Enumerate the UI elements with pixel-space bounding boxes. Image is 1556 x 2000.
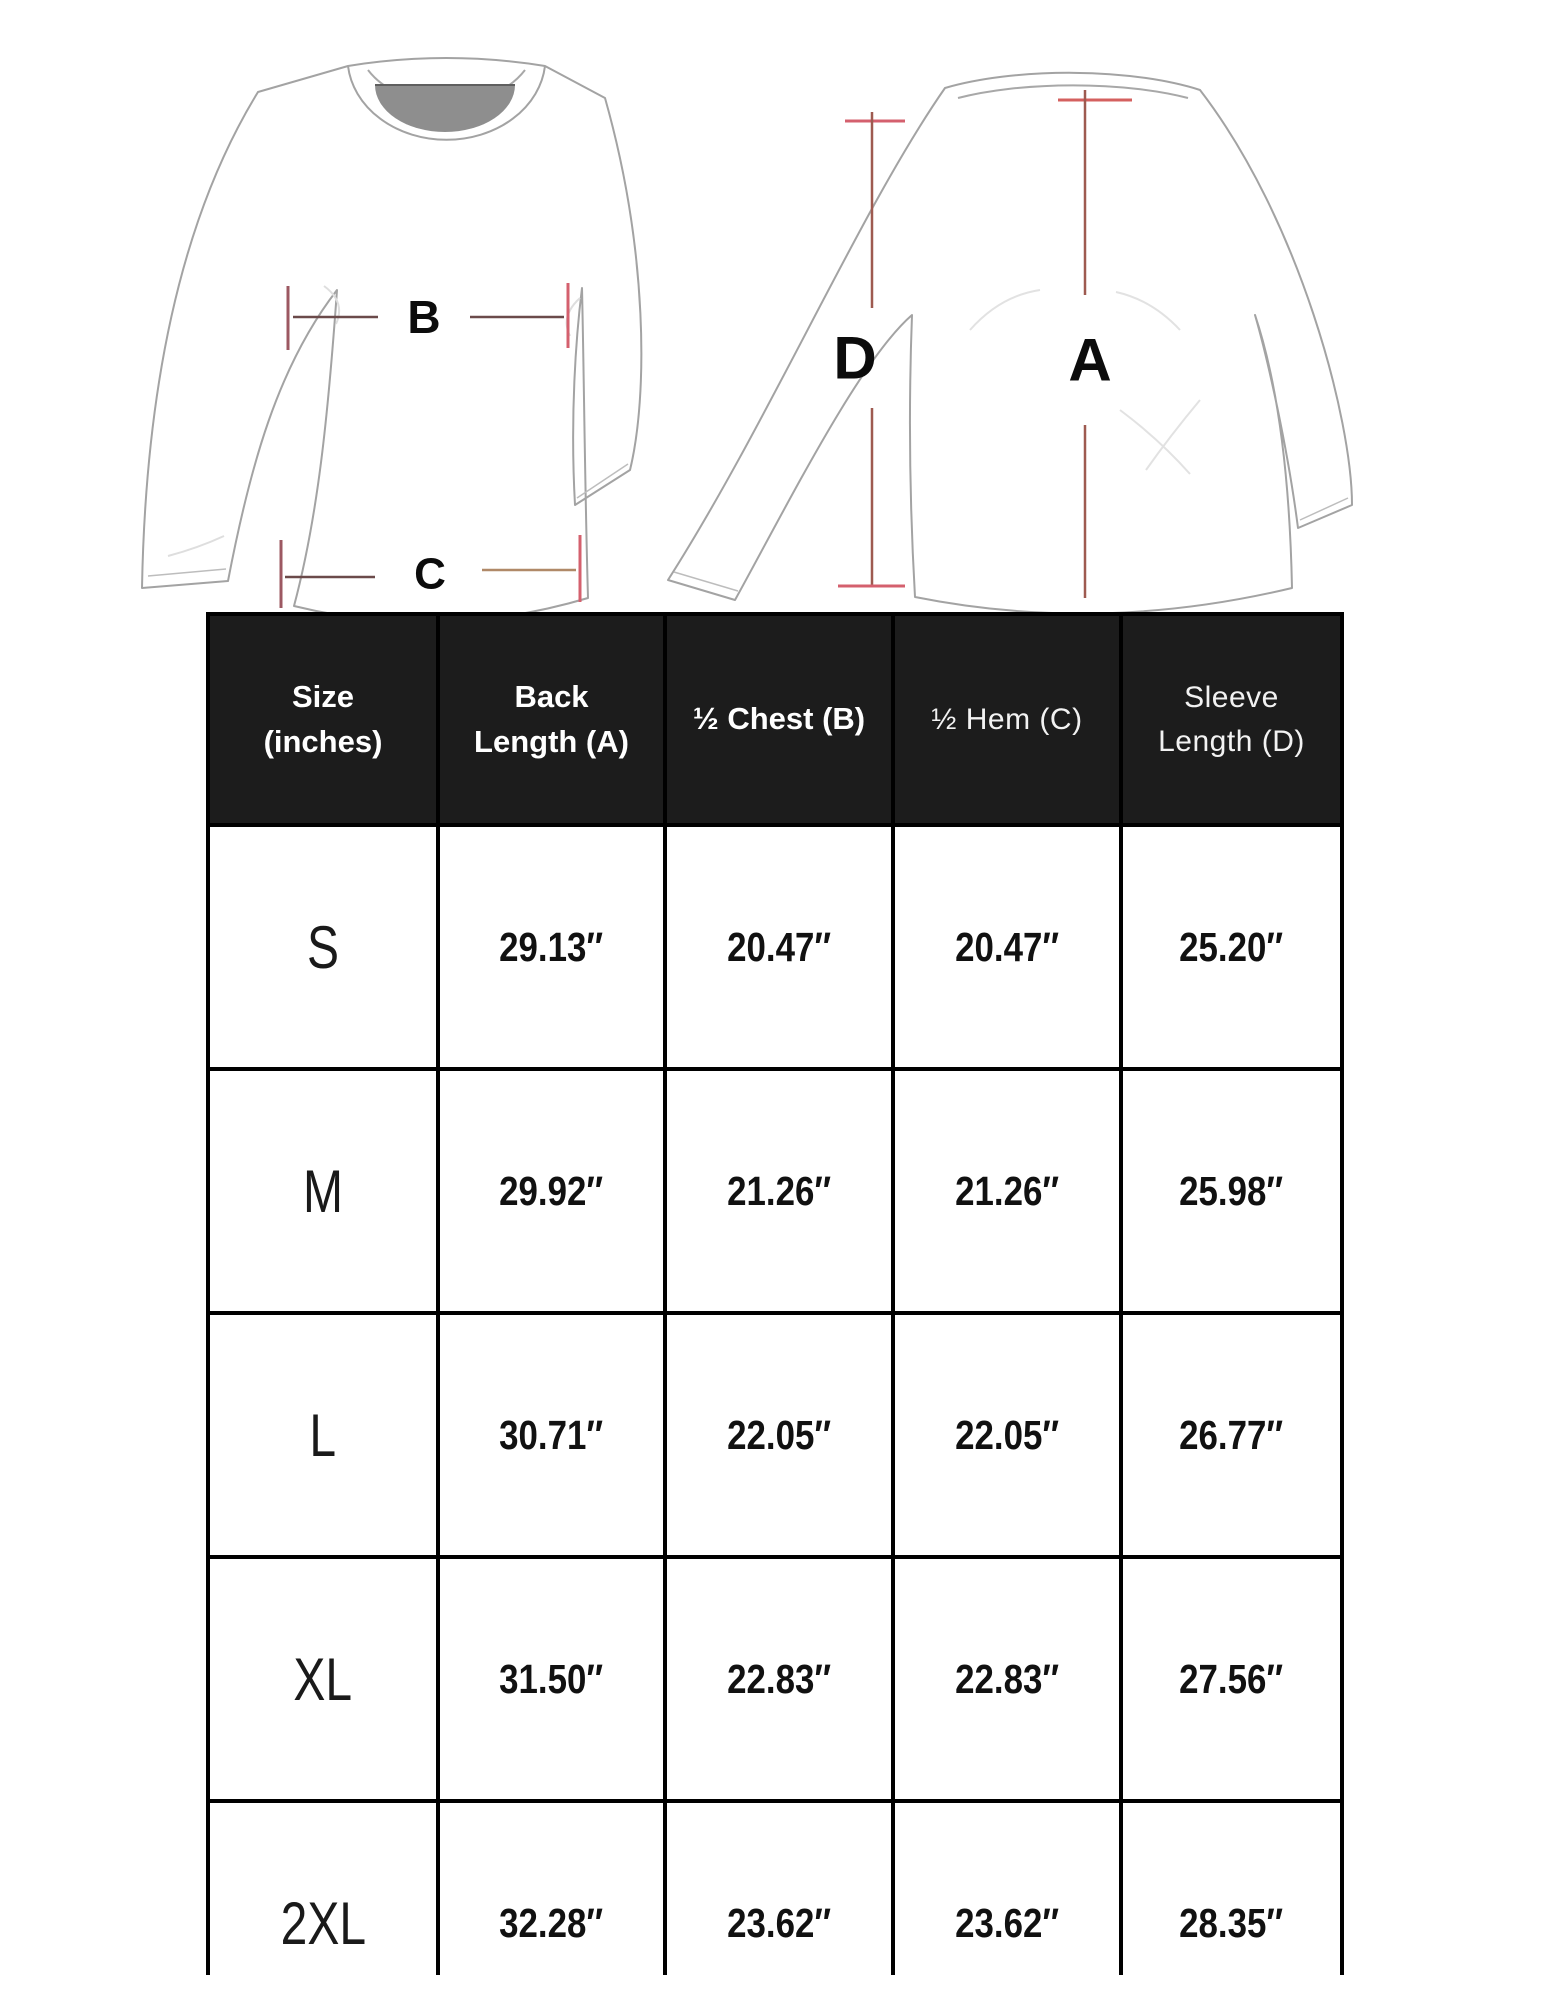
table-row: S 29.13″ 20.47″ 20.47″ 25.20″ <box>206 823 1344 1071</box>
measure-d-group: D <box>833 112 905 588</box>
table-row: 2XL 32.28″ 23.62″ 23.62″ 28.35″ <box>206 1799 1344 1975</box>
table-row: M 29.92″ 21.26″ 21.26″ 25.98″ <box>206 1067 1344 1315</box>
col-header-sleeve-length: Sleeve Length (D) <box>1119 612 1344 827</box>
size-label: 2XL <box>280 1889 366 1957</box>
value-cell: 29.92″ <box>436 1067 667 1315</box>
value-cell: 25.20″ <box>1119 823 1344 1071</box>
size-chart-table: Size (inches) Back Length (A) ½ Chest (B… <box>206 612 1344 1975</box>
front-left-cuff-line <box>147 568 227 577</box>
value-cell: 22.83″ <box>891 1555 1123 1803</box>
size-cell: M <box>206 1067 440 1315</box>
back-shirt-diagram: D A <box>667 71 1353 615</box>
value-cell: 30.71″ <box>436 1311 667 1559</box>
measure-label-b: B <box>407 291 440 343</box>
value-cell: 27.56″ <box>1119 1555 1344 1803</box>
size-label: M <box>302 1157 343 1225</box>
size-cell: S <box>206 823 440 1071</box>
size-label: L <box>309 1401 337 1469</box>
collar-opening-fill <box>375 85 515 132</box>
back-right-cuff-line <box>1299 497 1349 521</box>
col-header-half-chest: ½ Chest (B) <box>663 612 895 827</box>
value-cell: 22.05″ <box>891 1311 1123 1559</box>
size-cell: L <box>206 1311 440 1559</box>
back-left-cuff-line <box>673 571 739 592</box>
front-shirt-outline <box>141 65 643 624</box>
measure-label-c: C <box>414 550 446 599</box>
back-shirt-outline <box>667 71 1353 615</box>
col-header-half-hem: ½ Hem (C) <box>891 612 1123 827</box>
front-shirt-diagram: B C <box>141 57 643 624</box>
value-cell: 23.62″ <box>663 1799 895 1975</box>
back-wrinkle-lines <box>969 289 1201 475</box>
collar-outer-rim <box>347 57 546 67</box>
size-cell: XL <box>206 1555 440 1803</box>
size-cell: 2XL <box>206 1799 440 1975</box>
size-label: S <box>306 913 340 981</box>
value-cell: 23.62″ <box>891 1799 1123 1975</box>
measure-label-d: D <box>833 325 876 392</box>
value-cell: 20.47″ <box>663 823 895 1071</box>
measure-a-group: A <box>1058 90 1132 598</box>
value-cell: 29.13″ <box>436 823 667 1071</box>
col-header-size: Size (inches) <box>206 612 440 827</box>
value-cell: 32.28″ <box>436 1799 667 1975</box>
value-cell: 20.47″ <box>891 823 1123 1071</box>
table-header: Size (inches) Back Length (A) ½ Chest (B… <box>206 612 1344 827</box>
table-row: XL 31.50″ 22.83″ 22.83″ 27.56″ <box>206 1555 1344 1803</box>
value-cell: 21.26″ <box>663 1067 895 1315</box>
measure-label-a: A <box>1068 327 1111 394</box>
value-cell: 21.26″ <box>891 1067 1123 1315</box>
value-cell: 22.83″ <box>663 1555 895 1803</box>
size-label: XL <box>293 1645 353 1713</box>
back-collar-band <box>957 84 1189 99</box>
table-row: L 30.71″ 22.05″ 22.05″ 26.77″ <box>206 1311 1344 1559</box>
size-table: Size (inches) Back Length (A) ½ Chest (B… <box>206 612 1346 1975</box>
value-cell: 25.98″ <box>1119 1067 1344 1315</box>
value-cell: 31.50″ <box>436 1555 667 1803</box>
value-cell: 26.77″ <box>1119 1311 1344 1559</box>
value-cell: 28.35″ <box>1119 1799 1344 1975</box>
value-cell: 22.05″ <box>663 1311 895 1559</box>
measure-c-group: C <box>279 535 582 608</box>
front-right-cuff-line <box>576 463 629 499</box>
measure-b-group: B <box>286 283 570 350</box>
col-header-back-length: Back Length (A) <box>436 612 667 827</box>
